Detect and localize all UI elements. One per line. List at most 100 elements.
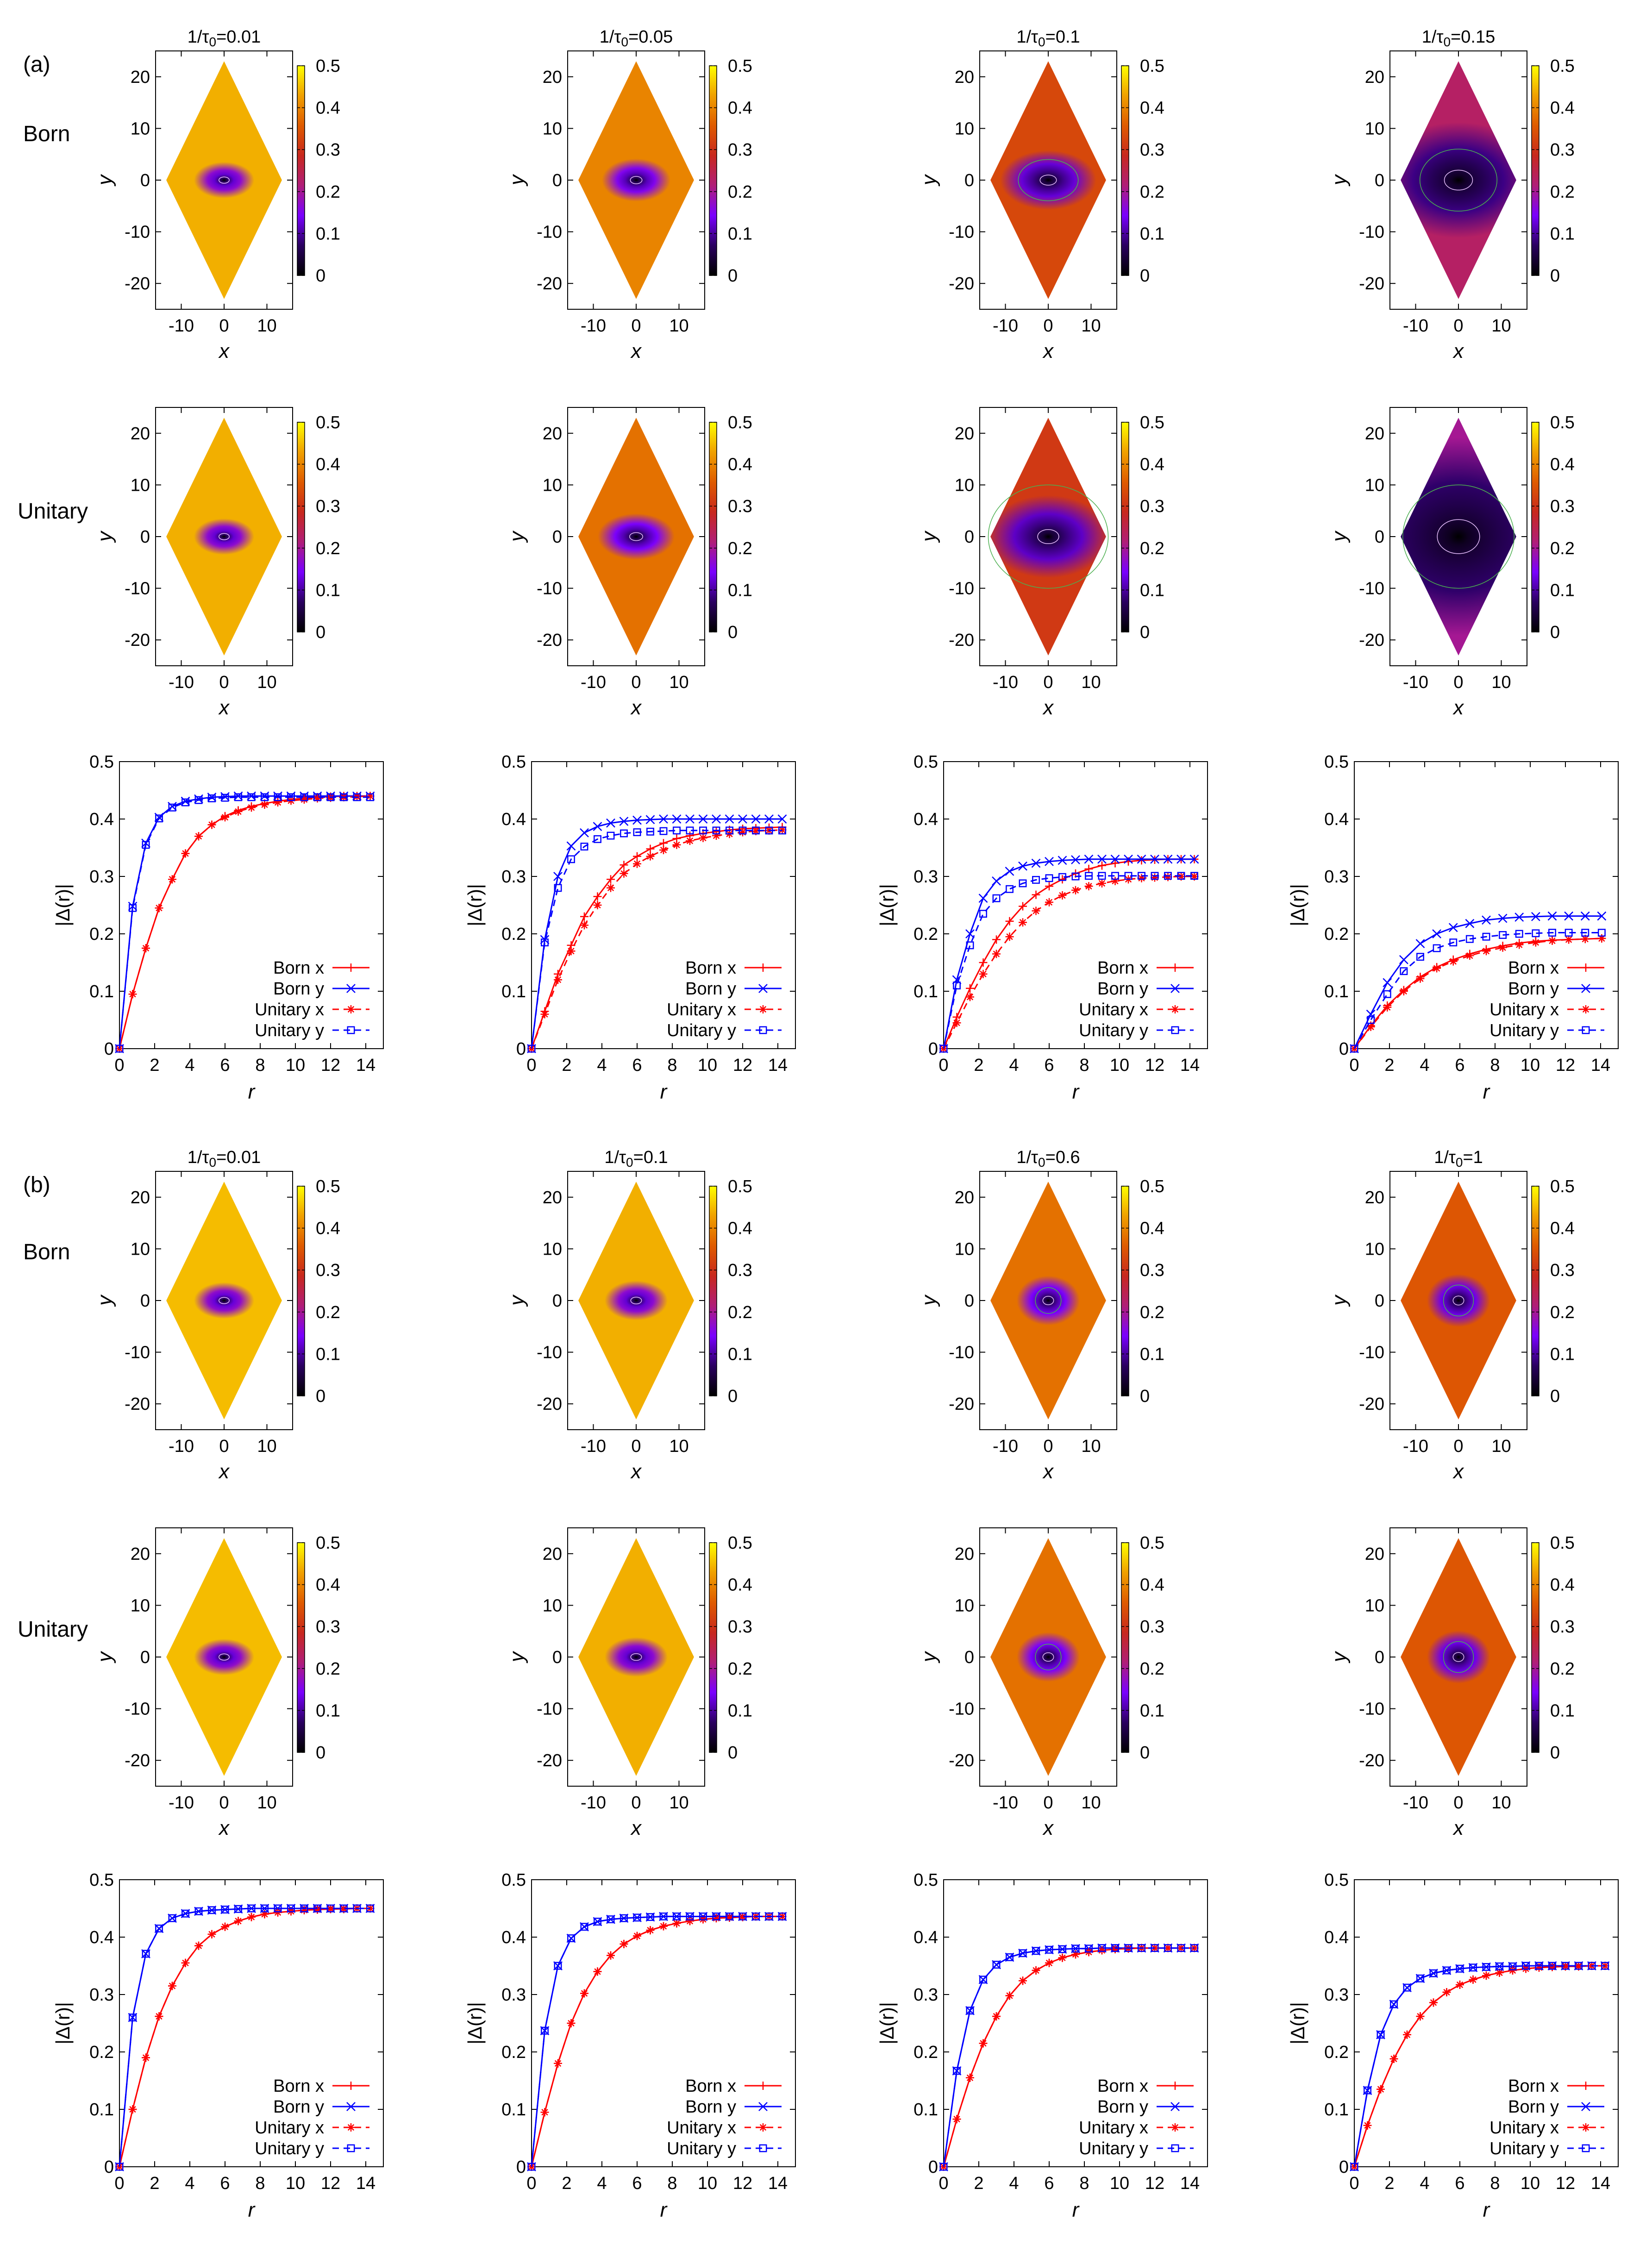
x-axis-label: x bbox=[630, 1817, 642, 1839]
x-tick-label: 4 bbox=[597, 2174, 607, 2193]
y-tick-label: -10 bbox=[537, 1343, 562, 1363]
y-tick-label: 0 bbox=[104, 2157, 114, 2177]
data-point bbox=[1383, 990, 1391, 998]
data-point bbox=[1170, 984, 1180, 993]
x-tick-label: 14 bbox=[1180, 2174, 1200, 2193]
colorbar-tick-label: 0 bbox=[1140, 266, 1150, 286]
y-axis-label: y bbox=[94, 1294, 116, 1307]
data-point bbox=[1111, 1945, 1120, 1954]
y-tick-label: 20 bbox=[1365, 1188, 1384, 1207]
data-point bbox=[759, 1005, 767, 1013]
x-tick-label: 12 bbox=[1556, 2174, 1575, 2193]
colorbar-tick-label: 0.5 bbox=[316, 413, 340, 432]
y-axis-label: |Δ(r)| bbox=[1287, 884, 1308, 926]
colorbar-tick-label: 0.2 bbox=[728, 539, 752, 558]
data-point bbox=[1058, 1953, 1067, 1962]
data-point bbox=[593, 892, 602, 901]
x-tick-label: 8 bbox=[1490, 2174, 1500, 2193]
y-tick-label: 0 bbox=[140, 527, 150, 547]
data-point bbox=[142, 944, 150, 952]
data-point bbox=[346, 984, 356, 993]
data-point bbox=[1400, 967, 1408, 976]
colorbar bbox=[1121, 1542, 1129, 1753]
data-point bbox=[274, 793, 282, 801]
data-point bbox=[1429, 1998, 1438, 2007]
colorbar-tick-label: 0.2 bbox=[316, 1303, 340, 1322]
data-point bbox=[759, 963, 767, 972]
order-parameter-rhombus bbox=[166, 1182, 282, 1420]
colorbar-tick-label: 0.4 bbox=[316, 1219, 340, 1238]
data-point bbox=[1582, 963, 1590, 972]
y-tick-label: 0.3 bbox=[914, 867, 938, 887]
x-tick-label: 0 bbox=[219, 673, 229, 692]
y-tick-label: 0.4 bbox=[89, 810, 114, 829]
data-point bbox=[992, 1961, 1001, 1969]
y-tick-label: 10 bbox=[1365, 119, 1384, 138]
y-axis-label: |Δ(r)| bbox=[464, 2002, 486, 2045]
data-point bbox=[952, 1019, 961, 1027]
data-point bbox=[758, 2102, 768, 2111]
x-tick-label: 2 bbox=[150, 2174, 159, 2193]
data-point bbox=[1601, 1962, 1609, 1970]
data-point bbox=[979, 958, 988, 967]
y-tick-label: 20 bbox=[955, 1545, 974, 1564]
data-point bbox=[699, 1912, 707, 1920]
order-parameter-rhombus bbox=[1401, 1182, 1516, 1420]
row-label-unitary: Unitary bbox=[18, 499, 88, 524]
data-point bbox=[726, 826, 733, 835]
line-plot-4: 0 2 4 6 8 10 12 14 0 0.1 0.2 0.3 0.4 0.5 r |Δ(r)| Born x… bbox=[1287, 752, 1619, 1103]
colorbar-tick-label: 0.5 bbox=[316, 56, 340, 76]
colorbar-tick-label: 0.1 bbox=[1140, 1701, 1164, 1720]
plot-frame bbox=[1354, 761, 1619, 1049]
line-plot-4: 0 2 4 6 8 10 12 14 0 0.1 0.2 0.3 0.4 0.5 r |Δ(r)| Born x… bbox=[1287, 1870, 1619, 2221]
x-tick-label: 12 bbox=[321, 1056, 340, 1075]
data-point bbox=[1548, 1962, 1556, 1970]
data-point bbox=[659, 845, 668, 854]
colorbar-tick-label: 0.1 bbox=[316, 1701, 340, 1720]
colorbar-tick-label: 0.1 bbox=[728, 1344, 752, 1364]
data-point bbox=[1019, 918, 1027, 927]
colorbar-tick-label: 0.2 bbox=[1550, 1659, 1575, 1679]
legend-label: Born y bbox=[685, 979, 736, 999]
data-point bbox=[712, 831, 720, 840]
data-point bbox=[155, 2012, 163, 2021]
data-point bbox=[1383, 978, 1392, 988]
colorbar bbox=[297, 65, 305, 276]
series-line bbox=[531, 1915, 782, 2167]
y-tick-label: 0 bbox=[516, 2157, 526, 2177]
data-point bbox=[1377, 2031, 1385, 2039]
y-tick-label: 0.4 bbox=[501, 810, 526, 829]
data-point bbox=[208, 1906, 216, 1914]
x-tick-label: 0 bbox=[526, 2174, 536, 2193]
data-point bbox=[686, 1912, 694, 1920]
colorbar bbox=[1531, 422, 1539, 632]
x-tick-label: 2 bbox=[150, 1056, 159, 1075]
legend-label: Born x bbox=[685, 2076, 736, 2096]
data-point bbox=[181, 1958, 190, 1967]
series-unitary-y bbox=[527, 1912, 786, 2171]
data-point bbox=[646, 1913, 654, 1921]
colorbar-tick-label: 0 bbox=[316, 1387, 325, 1406]
y-tick-label: 10 bbox=[543, 475, 562, 495]
x-axis-label: r bbox=[248, 1081, 256, 1103]
data-point bbox=[326, 1904, 335, 1913]
data-point bbox=[580, 828, 589, 838]
data-point bbox=[712, 814, 721, 824]
data-point bbox=[1377, 2085, 1385, 2094]
y-tick-label: -10 bbox=[537, 223, 562, 242]
x-tick-label: 2 bbox=[974, 1056, 983, 1075]
data-point bbox=[313, 1905, 322, 1914]
legend-label: Born x bbox=[1508, 2076, 1559, 2096]
density-map-born-1: -10 0 10 -20 -10 0 10 20 x y 0 0.1 0.2 0.3 0.4 0.5 bbox=[94, 50, 340, 363]
colorbar bbox=[1121, 422, 1129, 632]
data-point bbox=[620, 829, 628, 838]
data-point bbox=[1416, 953, 1424, 961]
data-point bbox=[300, 795, 308, 804]
y-tick-label: 0 bbox=[516, 1039, 526, 1059]
data-point bbox=[646, 852, 655, 861]
data-point bbox=[953, 2067, 961, 2075]
y-tick-label: 0.5 bbox=[914, 1870, 938, 1890]
data-point bbox=[1111, 872, 1119, 880]
